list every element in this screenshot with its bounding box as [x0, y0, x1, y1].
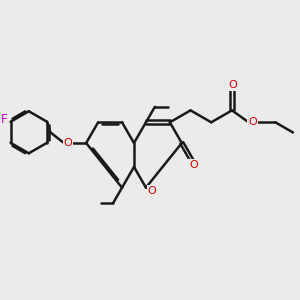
Text: O: O [148, 186, 156, 196]
Text: O: O [189, 160, 198, 170]
Text: F: F [1, 112, 7, 126]
Text: O: O [228, 80, 237, 90]
Text: O: O [64, 138, 73, 148]
Text: O: O [248, 117, 257, 127]
